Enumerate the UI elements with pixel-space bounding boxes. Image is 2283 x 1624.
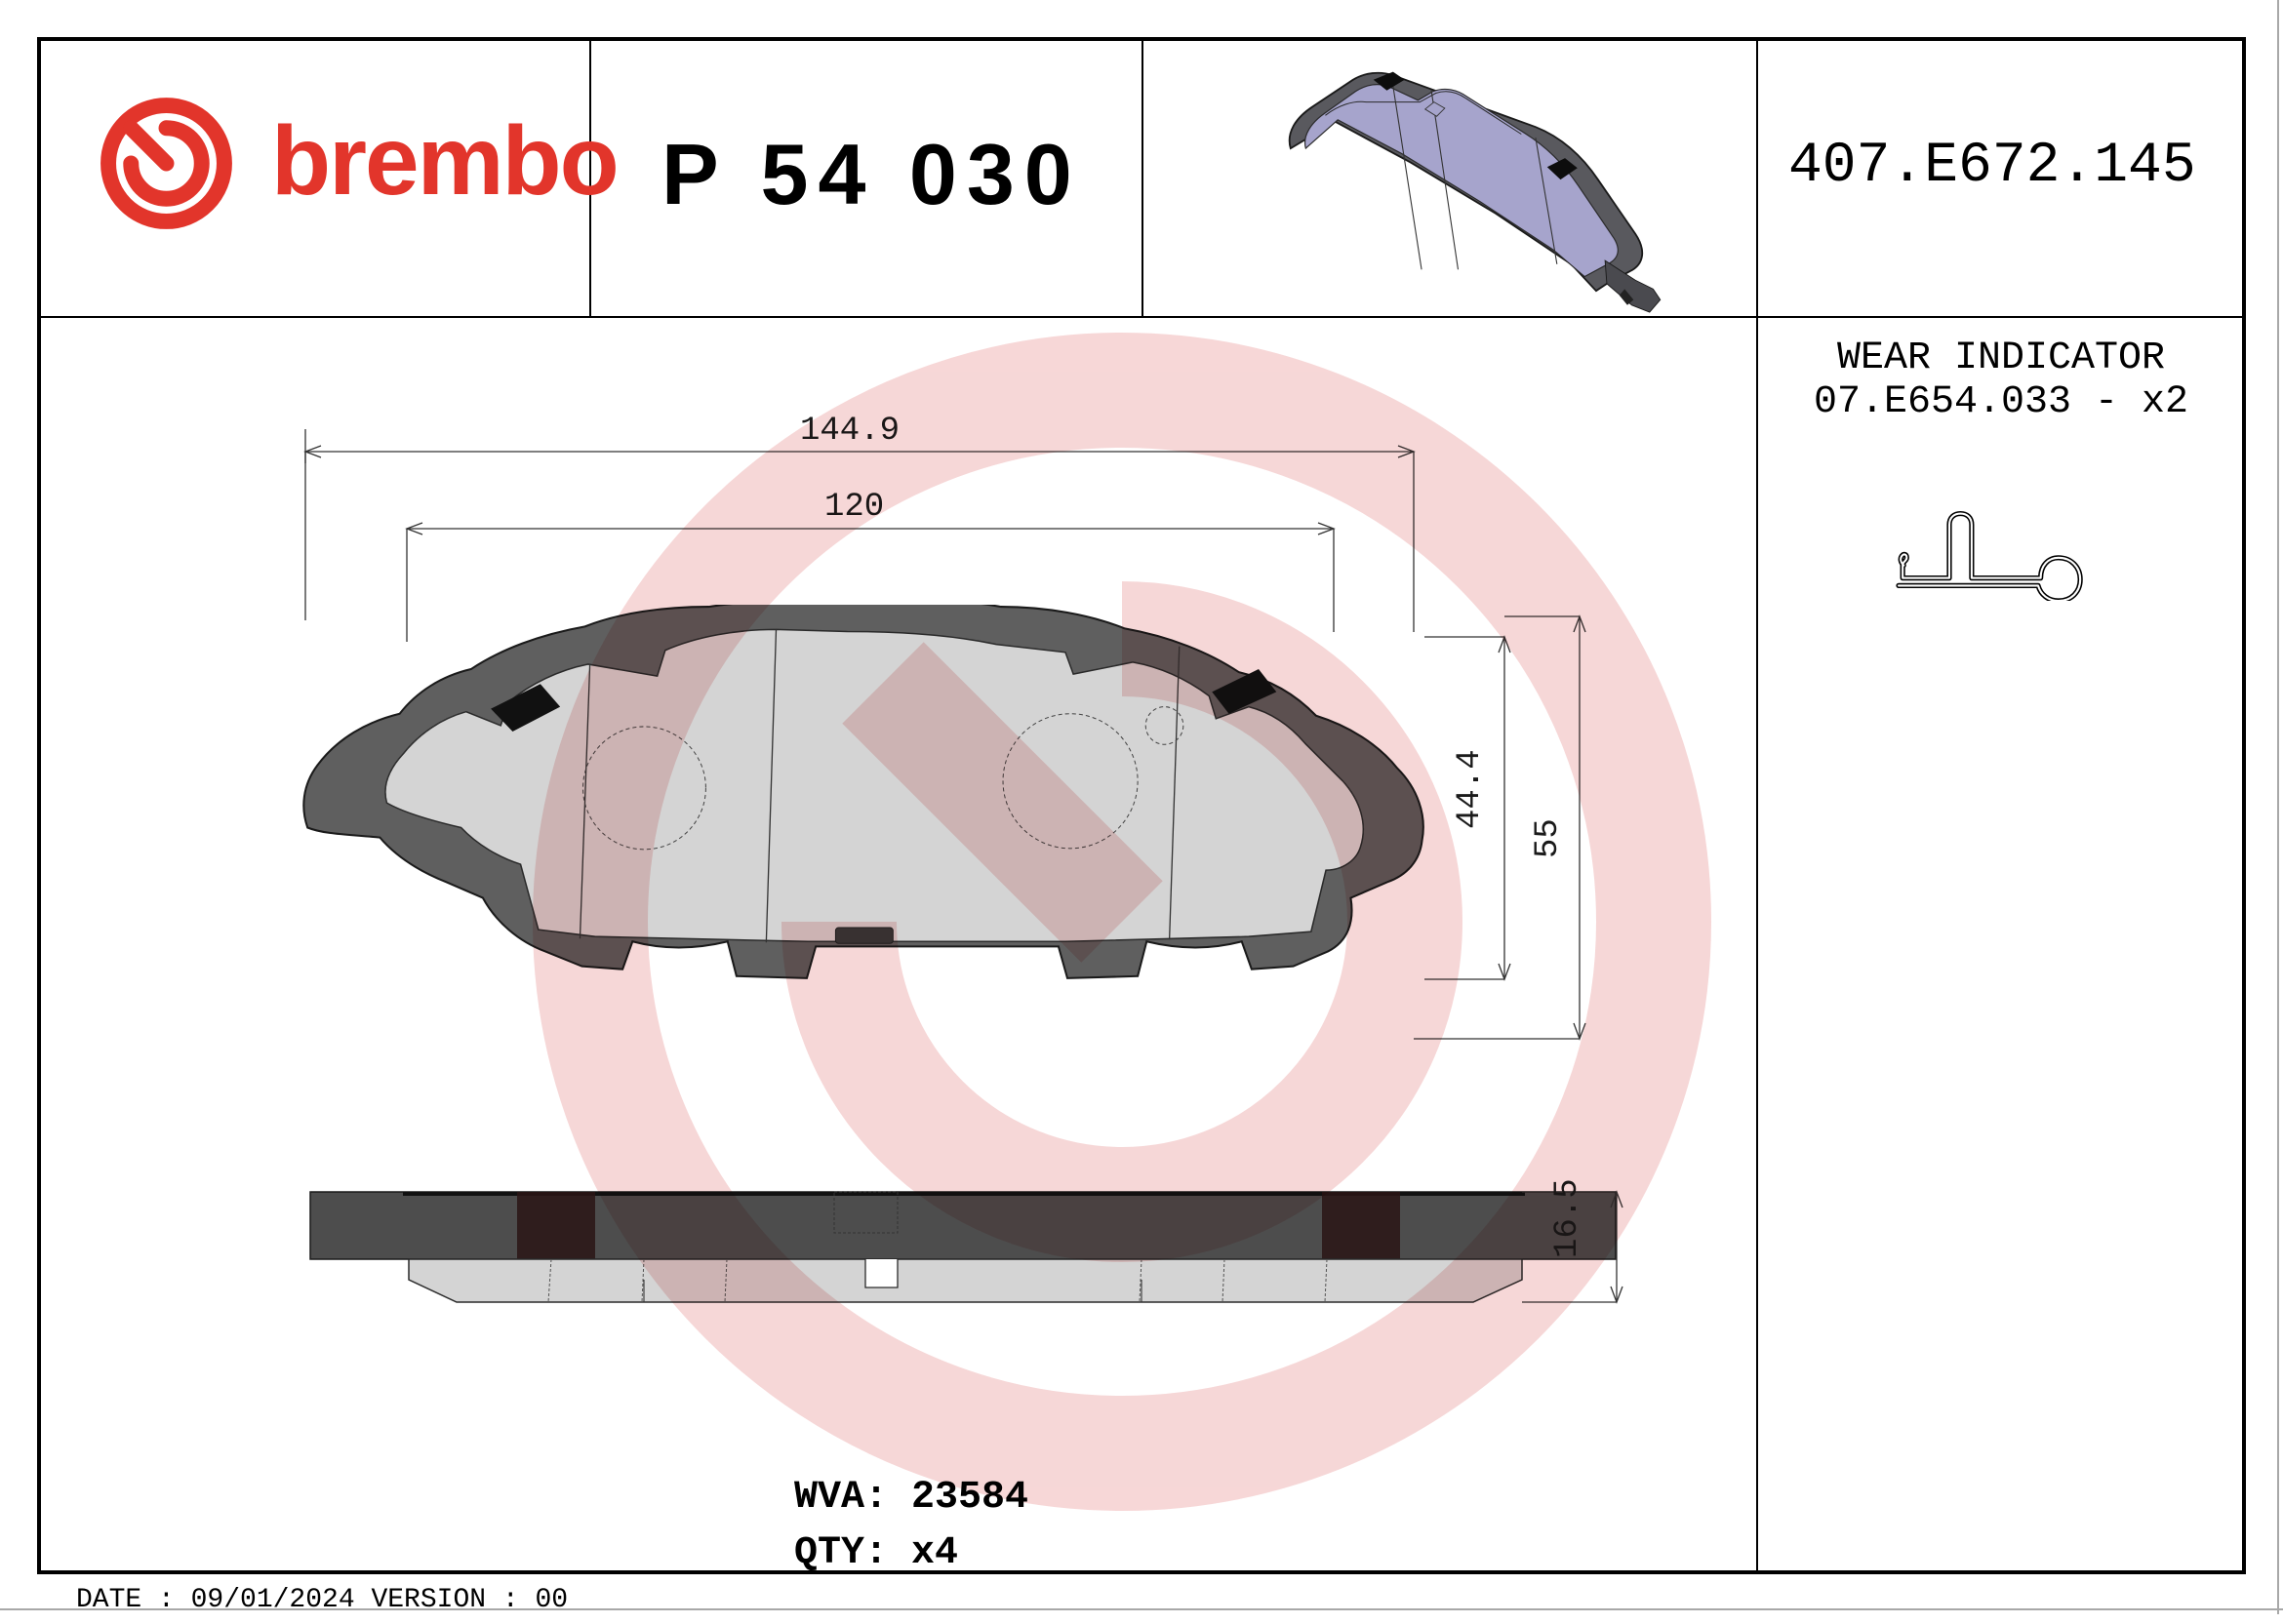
svg-text:16.5: 16.5 [1549,1178,1586,1258]
